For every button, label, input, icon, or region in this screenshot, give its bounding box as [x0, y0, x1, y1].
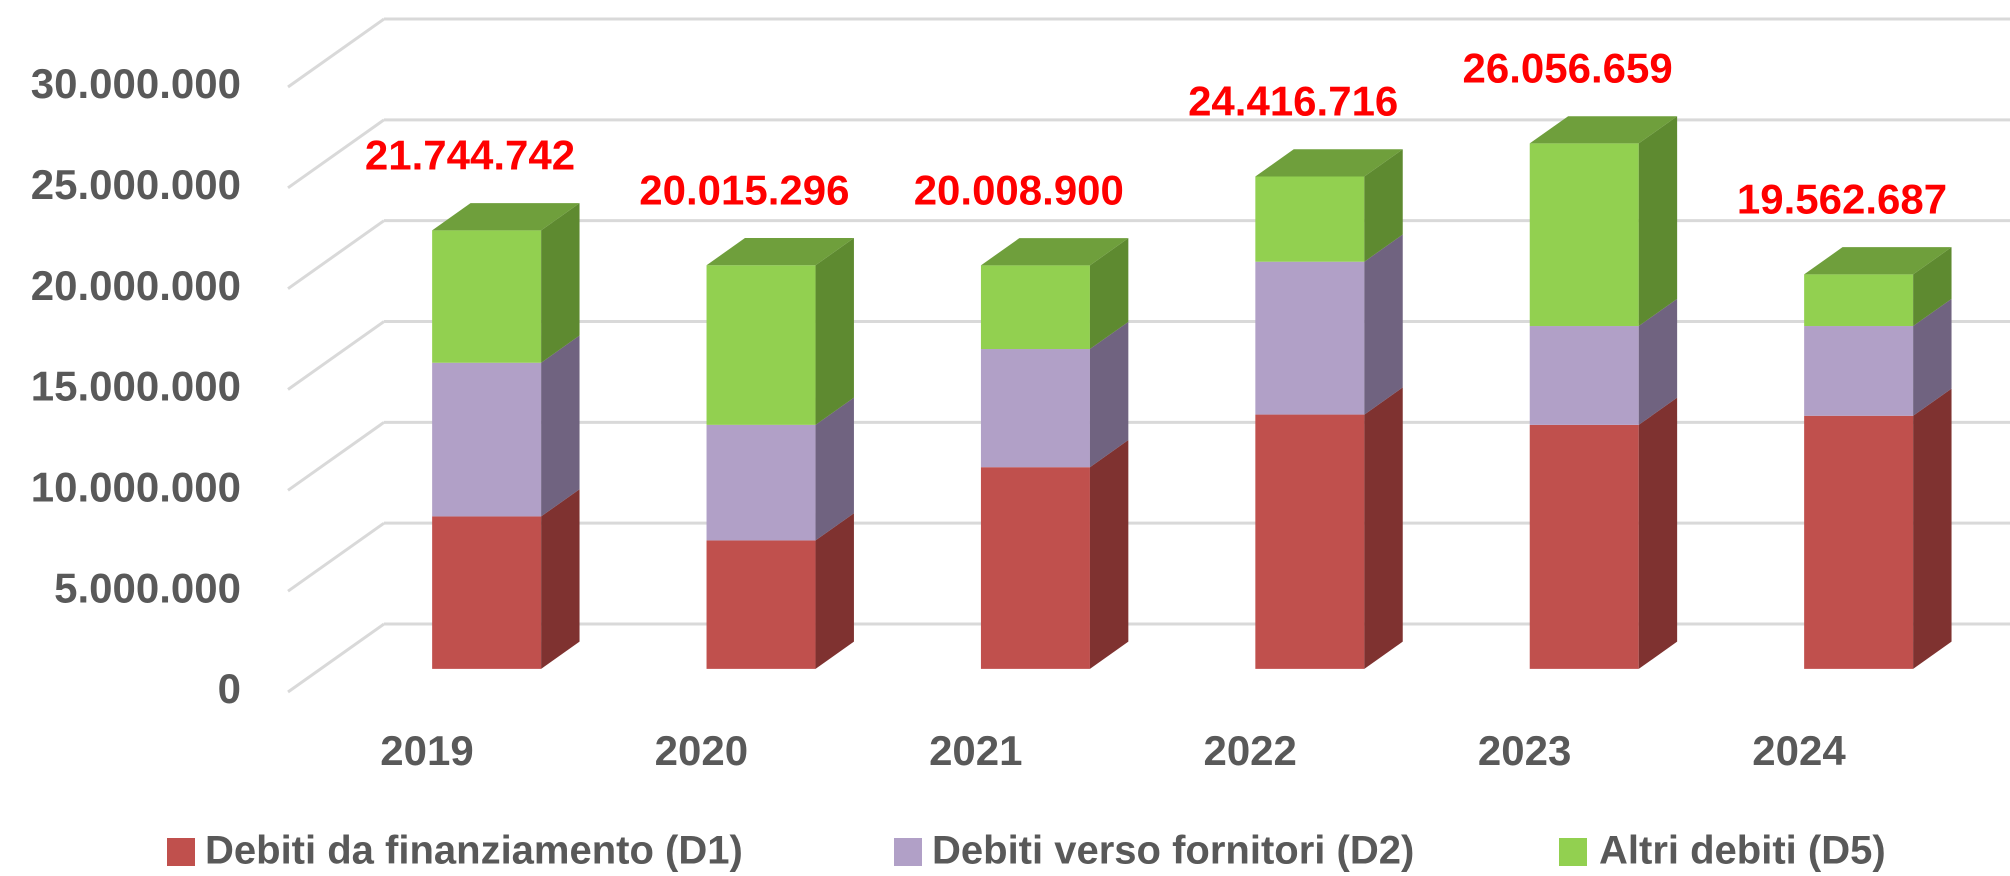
y-tick-label: 20.000.000 — [31, 262, 241, 309]
bar-side — [541, 489, 580, 669]
x-tick-label: 2022 — [1203, 727, 1296, 774]
bar-side — [541, 203, 580, 363]
bar-segment — [1804, 415, 1914, 669]
bar-side — [1913, 298, 1952, 416]
bar-segment — [432, 362, 542, 517]
bar-side — [1364, 234, 1403, 415]
legend-swatch — [1559, 838, 1587, 866]
y-tick-label: 25.000.000 — [31, 161, 241, 208]
bar-side — [1089, 321, 1129, 468]
total-label: 19.562.687 — [1737, 175, 1947, 222]
bar-segment — [980, 467, 1090, 669]
x-tick-label: 2019 — [380, 727, 473, 774]
bar-top — [1529, 116, 1678, 144]
total-label: 26.056.659 — [1462, 44, 1672, 91]
grid-line — [287, 320, 385, 391]
y-tick-label: 15.000.000 — [31, 363, 241, 410]
legend-label: Debiti da finanziamento (D1) — [205, 829, 743, 873]
bar-segment — [432, 516, 542, 669]
y-tick-label: 5.000.000 — [54, 564, 241, 611]
x-tick-label: 2020 — [655, 727, 748, 774]
bar-side — [815, 513, 854, 669]
bar-top — [432, 203, 580, 231]
x-tick-label: 2021 — [929, 727, 1022, 774]
y-tick-label: 30.000.000 — [31, 60, 241, 107]
bar-side — [815, 397, 854, 541]
total-label: 20.015.296 — [639, 166, 849, 213]
bar-side — [1638, 397, 1678, 669]
bar-side — [1913, 388, 1952, 669]
grid-line — [287, 622, 385, 694]
legend-swatch — [894, 838, 922, 866]
legend-label: Debiti verso fornitori (D2) — [932, 829, 1414, 873]
bar-side — [1089, 238, 1129, 350]
bar-top — [1255, 149, 1403, 177]
bar-segment — [706, 265, 816, 425]
bar-side — [1913, 247, 1952, 327]
bar-segment — [1804, 326, 1914, 416]
bar-side — [1089, 440, 1129, 669]
bar-side — [815, 238, 854, 425]
bar-side — [1638, 116, 1678, 327]
total-label: 20.008.900 — [914, 166, 1124, 213]
bar-side — [1364, 387, 1403, 669]
y-tick-label: 10.000.000 — [31, 463, 241, 510]
bar-segment — [1529, 326, 1639, 425]
bar-segment — [706, 540, 816, 669]
bar-side — [541, 335, 580, 517]
bar-top — [1804, 247, 1952, 275]
bar-top — [980, 238, 1129, 266]
bar-segment — [432, 230, 542, 363]
x-tick-label: 2023 — [1478, 727, 1571, 774]
total-label: 24.416.716 — [1188, 78, 1398, 125]
bar-segment — [980, 349, 1090, 468]
bar-segment — [706, 424, 816, 541]
total-label: 21.744.742 — [365, 131, 575, 178]
grid-line — [287, 219, 385, 290]
bar-segment — [1529, 424, 1639, 669]
legend-swatch — [167, 838, 195, 866]
bar-side — [1364, 149, 1403, 262]
legend-label: Altri debiti (D5) — [1599, 829, 1886, 873]
bar-segment — [1529, 143, 1639, 327]
bar-side — [1638, 298, 1678, 425]
bar-top — [706, 238, 854, 266]
bar-segment — [1255, 176, 1365, 262]
bar-segment — [1255, 261, 1365, 415]
grid-line — [287, 118, 385, 190]
bar-segment — [1804, 274, 1914, 327]
grid-line — [287, 421, 385, 492]
bar-segment — [1255, 414, 1365, 669]
bar-segment — [980, 265, 1090, 350]
grid-line — [287, 17, 385, 89]
x-tick-label: 2024 — [1752, 727, 1846, 774]
grid-line — [287, 521, 385, 593]
y-tick-label: 0 — [218, 665, 241, 712]
